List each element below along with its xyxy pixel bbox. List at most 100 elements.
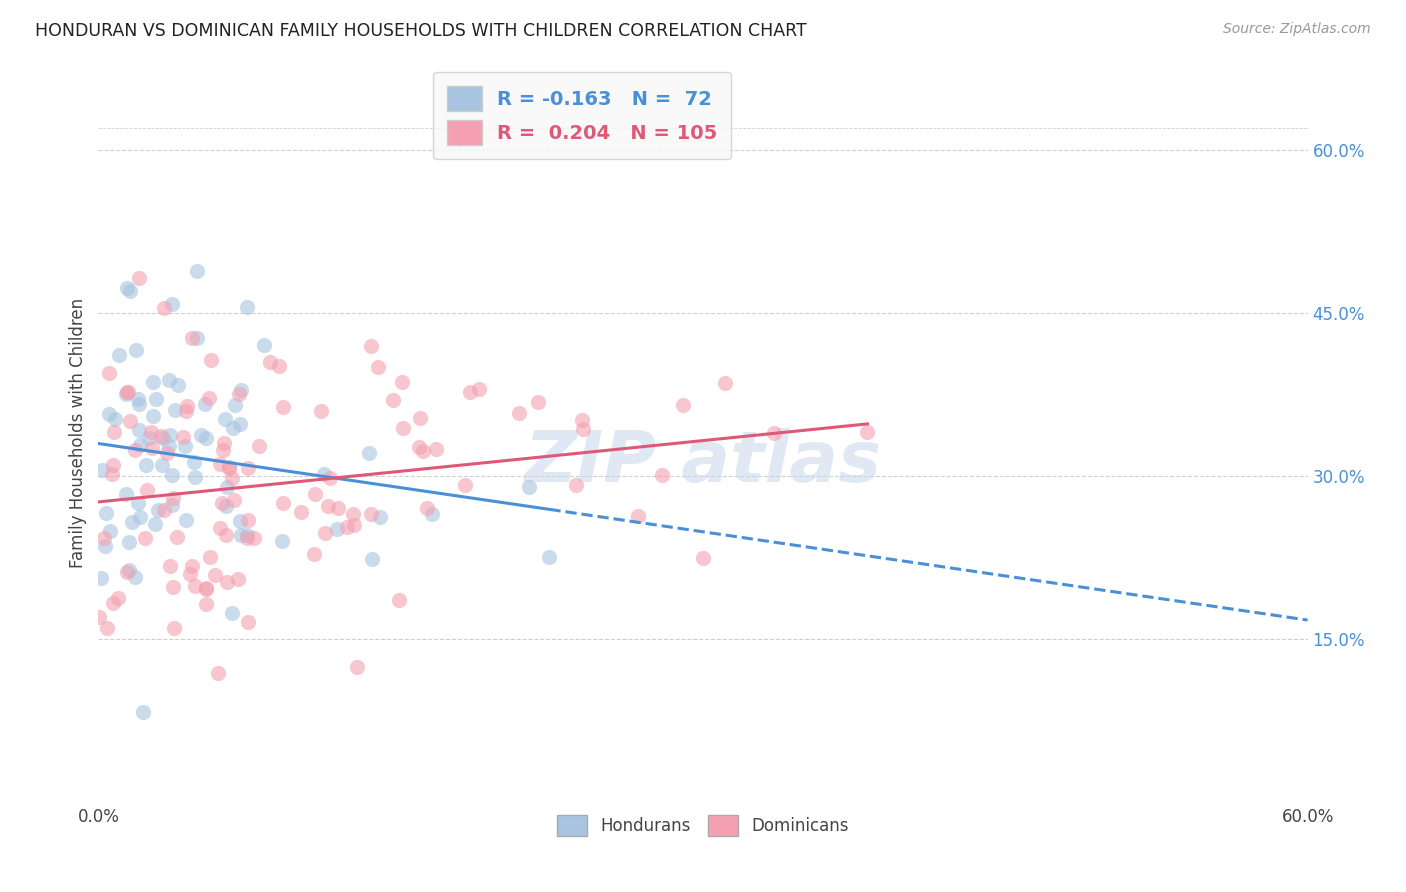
Point — [325, 522, 347, 536]
Point — [229, 514, 252, 528]
Point — [121, 515, 143, 529]
Point — [309, 403, 332, 417]
Point — [152, 301, 174, 315]
Y-axis label: Family Households with Children: Family Households with Children — [69, 298, 87, 567]
Point — [134, 531, 156, 545]
Text: HONDURAN VS DOMINICAN FAMILY HOUSEHOLDS WITH CHILDREN CORRELATION CHART: HONDURAN VS DOMINICAN FAMILY HOUSEHOLDS … — [35, 22, 807, 40]
Point — [207, 666, 229, 681]
Point — [314, 526, 336, 541]
Point — [253, 338, 276, 352]
Point — [420, 507, 443, 521]
Point — [157, 439, 180, 453]
Point — [120, 284, 142, 298]
Point — [228, 387, 250, 401]
Point — [91, 463, 114, 477]
Point — [163, 621, 186, 635]
Point — [316, 500, 339, 514]
Point — [174, 404, 197, 418]
Point — [208, 457, 231, 471]
Point — [131, 706, 153, 720]
Point — [425, 442, 447, 456]
Point — [195, 582, 218, 596]
Point — [176, 400, 198, 414]
Point — [186, 264, 208, 278]
Point — [357, 446, 380, 460]
Point — [342, 507, 364, 521]
Point — [538, 549, 561, 564]
Point — [159, 427, 181, 442]
Point — [627, 509, 650, 524]
Point — [98, 524, 121, 539]
Point — [94, 506, 117, 520]
Point — [135, 458, 157, 472]
Point — [692, 551, 714, 566]
Point — [391, 376, 413, 390]
Point — [135, 483, 157, 497]
Point — [94, 539, 117, 553]
Point — [184, 579, 207, 593]
Point — [118, 563, 141, 577]
Point — [367, 360, 389, 375]
Point — [166, 530, 188, 544]
Point — [195, 432, 218, 446]
Point — [93, 532, 115, 546]
Point — [190, 428, 212, 442]
Point — [141, 425, 163, 440]
Point — [157, 373, 180, 387]
Point — [96, 621, 118, 635]
Point — [259, 355, 281, 369]
Point — [127, 392, 149, 406]
Point — [128, 271, 150, 285]
Point — [103, 425, 125, 440]
Point — [412, 443, 434, 458]
Point — [127, 496, 149, 510]
Point — [236, 531, 259, 545]
Point — [508, 406, 530, 420]
Point — [571, 422, 593, 436]
Point — [360, 339, 382, 353]
Point — [103, 458, 125, 473]
Point — [198, 391, 221, 405]
Point — [247, 439, 270, 453]
Point — [179, 566, 201, 581]
Point — [101, 596, 124, 610]
Point — [162, 498, 184, 512]
Point — [221, 607, 243, 621]
Point — [336, 520, 359, 534]
Point — [415, 500, 437, 515]
Point — [124, 570, 146, 584]
Point — [226, 572, 249, 586]
Point — [194, 581, 217, 595]
Point — [458, 385, 481, 400]
Point — [87, 609, 110, 624]
Point — [152, 503, 174, 517]
Point — [114, 387, 136, 401]
Point — [273, 496, 295, 510]
Point — [129, 509, 152, 524]
Point — [269, 359, 291, 373]
Point — [271, 400, 294, 414]
Point — [270, 533, 292, 548]
Point — [120, 414, 142, 428]
Point — [98, 366, 121, 380]
Point — [214, 411, 236, 425]
Point — [128, 397, 150, 411]
Point — [108, 348, 131, 362]
Point — [224, 493, 246, 508]
Point — [181, 331, 204, 345]
Point — [382, 393, 405, 408]
Point — [368, 509, 391, 524]
Point — [115, 566, 138, 580]
Point — [125, 343, 148, 357]
Point — [218, 460, 240, 475]
Point — [319, 471, 342, 485]
Point — [107, 591, 129, 605]
Point — [208, 521, 231, 535]
Point — [343, 518, 366, 533]
Point — [527, 395, 550, 409]
Point — [129, 438, 152, 452]
Point — [141, 441, 163, 455]
Point — [90, 571, 112, 585]
Point — [856, 425, 879, 439]
Point — [224, 398, 246, 412]
